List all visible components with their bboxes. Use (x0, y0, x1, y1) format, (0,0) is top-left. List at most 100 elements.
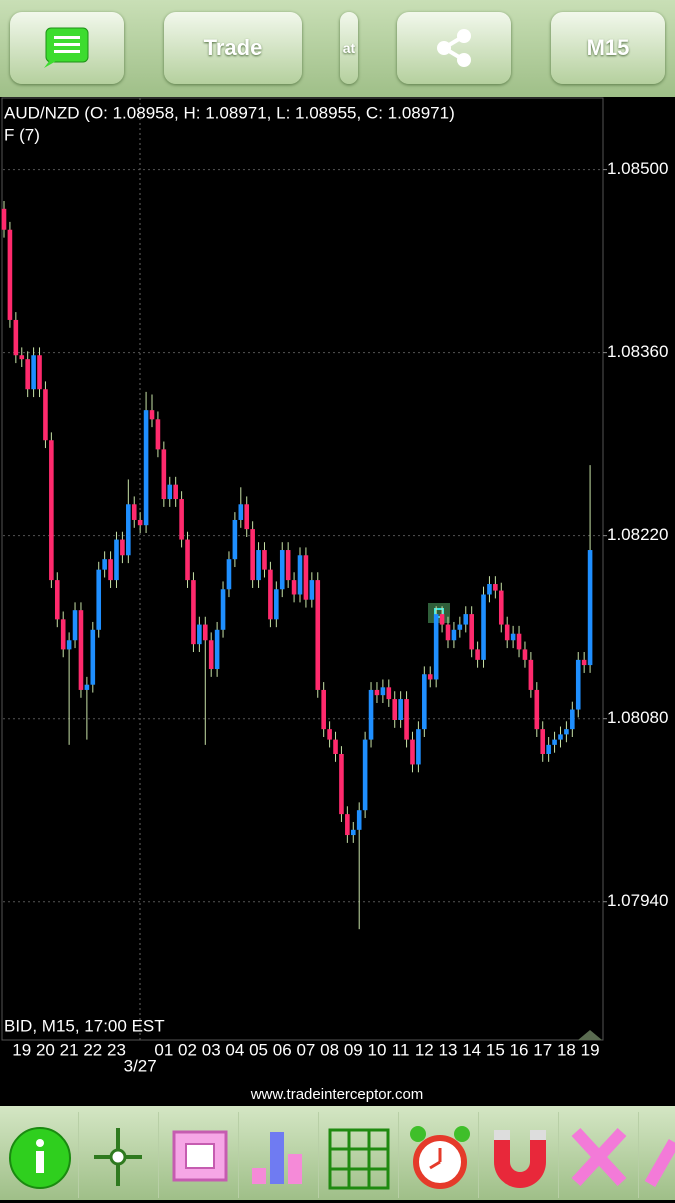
crosshair-tool[interactable] (80, 1112, 159, 1198)
candle-body (131, 504, 137, 520)
symbol-line: AUD/NZD (O: 1.08958, H: 1.08971, L: 1.08… (4, 103, 455, 122)
x-tick-label: 10 (367, 1040, 386, 1059)
candle-body (60, 619, 66, 650)
candle-body (72, 610, 78, 641)
timeframe-button[interactable]: M15 (551, 12, 665, 84)
candle-body (1, 208, 7, 230)
candle-body (232, 519, 238, 560)
candle-body (256, 550, 261, 581)
x-tick-label: 12 (415, 1040, 434, 1059)
x-tick-label: 18 (557, 1040, 576, 1059)
candle-body (66, 640, 72, 650)
candle-body (469, 614, 474, 650)
x-tick-label: 02 (178, 1040, 197, 1059)
candle-body (291, 580, 297, 595)
candle-body (197, 624, 202, 645)
candle-body (43, 389, 48, 441)
candle-body (208, 640, 214, 670)
candle-body (427, 674, 433, 680)
candle-body (90, 629, 96, 685)
candle-body (463, 614, 469, 625)
indicator-label: F (7) (4, 125, 40, 144)
top-toolbar: Trade at M15 (0, 0, 675, 97)
info-tool[interactable] (0, 1112, 79, 1198)
candle-body (19, 355, 25, 360)
candle-body (37, 355, 42, 390)
candle-body (149, 410, 155, 420)
candle-body (433, 614, 439, 680)
candle-body (516, 633, 522, 650)
share-button[interactable] (397, 12, 511, 84)
x-tick-label: 19 (12, 1040, 31, 1059)
candle-body (173, 484, 178, 500)
candle-body (268, 569, 273, 620)
candle-body (303, 555, 309, 600)
candle-body (191, 580, 196, 645)
candle-body (120, 539, 125, 556)
x-tick-label: 21 (60, 1040, 79, 1059)
chat-icon (44, 27, 89, 68)
candle-body (250, 529, 255, 581)
candle-body (220, 589, 226, 630)
candle-body (309, 580, 315, 600)
y-tick-label: 1.08500 (607, 159, 668, 178)
candle-body (315, 580, 321, 690)
candle-body (374, 689, 380, 696)
x-tick-label: 20 (36, 1040, 55, 1059)
candle-body (114, 539, 119, 581)
candle-body (7, 229, 13, 320)
candle-body (96, 569, 102, 630)
candle-body (339, 753, 344, 815)
partial-button[interactable]: at (340, 12, 358, 84)
x-tick-label: 15 (486, 1040, 505, 1059)
candle-body (493, 584, 498, 591)
plot-frame (1, 97, 604, 1041)
zoom-tool[interactable] (160, 1112, 239, 1198)
x-tick-label: 11 (392, 1040, 410, 1059)
x-tick-label: 13 (439, 1040, 458, 1059)
candle-body (416, 729, 421, 765)
candle-body (333, 739, 338, 754)
candle-body (439, 614, 445, 625)
candle-body (522, 649, 528, 660)
candle-body (285, 550, 291, 581)
candle-body (380, 687, 386, 696)
y-tick-label: 1.08360 (607, 342, 668, 361)
x-tick-label: 3/27 (124, 1056, 157, 1075)
x-tick-label: 05 (249, 1040, 268, 1059)
candle-body (368, 689, 374, 740)
candle-body (570, 709, 575, 730)
candle-body (534, 689, 540, 730)
candle-body (102, 559, 107, 570)
grid-tool[interactable] (320, 1112, 399, 1198)
website: www.tradeinterceptor.com (250, 1086, 424, 1103)
x-tick-label: 16 (510, 1040, 529, 1059)
menu-button[interactable] (10, 12, 124, 84)
candle-body (422, 674, 427, 730)
candle-body (49, 440, 54, 581)
y-tick-label: 1.08080 (607, 708, 668, 727)
pen-tool[interactable] (640, 1112, 675, 1198)
candle-body (350, 829, 356, 836)
candle-body (137, 519, 143, 526)
candle-body (356, 810, 362, 830)
position-marker-icon (434, 608, 444, 618)
candle-body (78, 610, 84, 690)
candle-body (445, 624, 451, 641)
candle-body (226, 559, 232, 590)
candle-body (487, 584, 492, 595)
indicator-tool[interactable] (240, 1112, 319, 1198)
candle-body (575, 659, 581, 710)
candle-body (504, 624, 510, 641)
alarm-tool[interactable] (400, 1112, 479, 1198)
candle-body (540, 729, 546, 754)
y-tick-label: 1.07940 (607, 891, 668, 910)
x-tick-label: 04 (225, 1040, 244, 1059)
candle-body (327, 729, 332, 740)
x-tick-label: 22 (83, 1040, 102, 1059)
magnet-tool[interactable] (480, 1112, 559, 1198)
delete-tool[interactable] (560, 1112, 639, 1198)
trade-button[interactable]: Trade (164, 12, 302, 84)
candle-body (481, 594, 486, 660)
